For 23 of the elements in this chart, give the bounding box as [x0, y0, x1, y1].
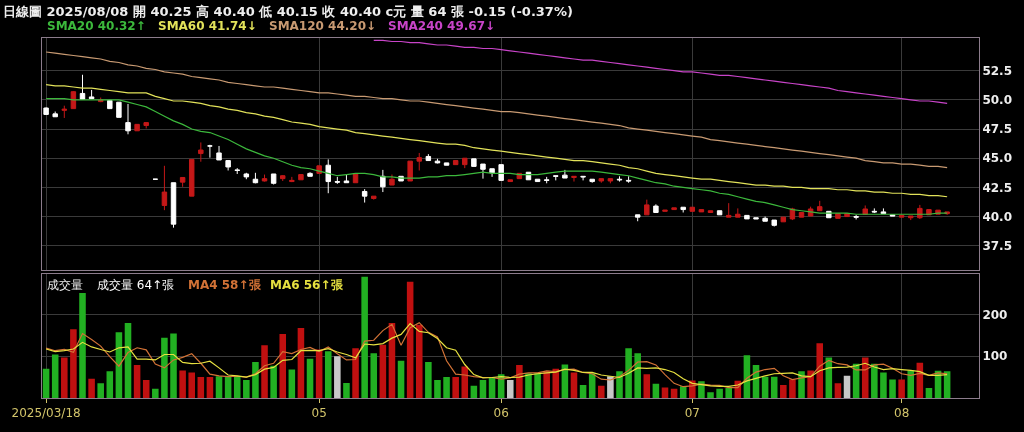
y-tick-label: 42.5: [982, 180, 1013, 195]
text: MA4 58↑張: [188, 278, 262, 292]
x-tick-label: 2025/03/18: [11, 406, 81, 421]
chart-title: 日線圖 2025/08/08 開 40.25 高 40.40 低 40.15 收 40.40 c元 量 64 張 -0.15 (-0.37%): [3, 3, 573, 19]
annotation: 成交量 64↑張: [97, 278, 175, 292]
y-tick-label: 47.5: [982, 122, 1013, 137]
text: SMA60 41.74↓: [158, 19, 257, 33]
y-tick-label: 45.0: [982, 151, 1013, 166]
y-tick-label: 200: [982, 307, 1008, 322]
y-tick-label: 40.0: [982, 209, 1013, 224]
series-label: SMA240 49.67↓: [388, 19, 496, 33]
chart-title: 成交量: [47, 278, 83, 292]
y-tick-label: 50.0: [982, 93, 1013, 108]
y-tick-label: 37.5: [982, 238, 1013, 253]
x-tick-label: 08: [894, 406, 910, 421]
x-tick-label: 06: [493, 406, 509, 421]
y-tick-label: 52.5: [982, 63, 1013, 78]
x-tick-label: 07: [684, 406, 700, 421]
x-tick-label: 05: [311, 406, 327, 421]
text: SMA20 40.32↑: [47, 19, 146, 33]
y-tick-label: 100: [982, 349, 1008, 364]
text: SMA120 44.20↓: [269, 19, 377, 33]
text: MA6 56↑張: [270, 278, 344, 292]
